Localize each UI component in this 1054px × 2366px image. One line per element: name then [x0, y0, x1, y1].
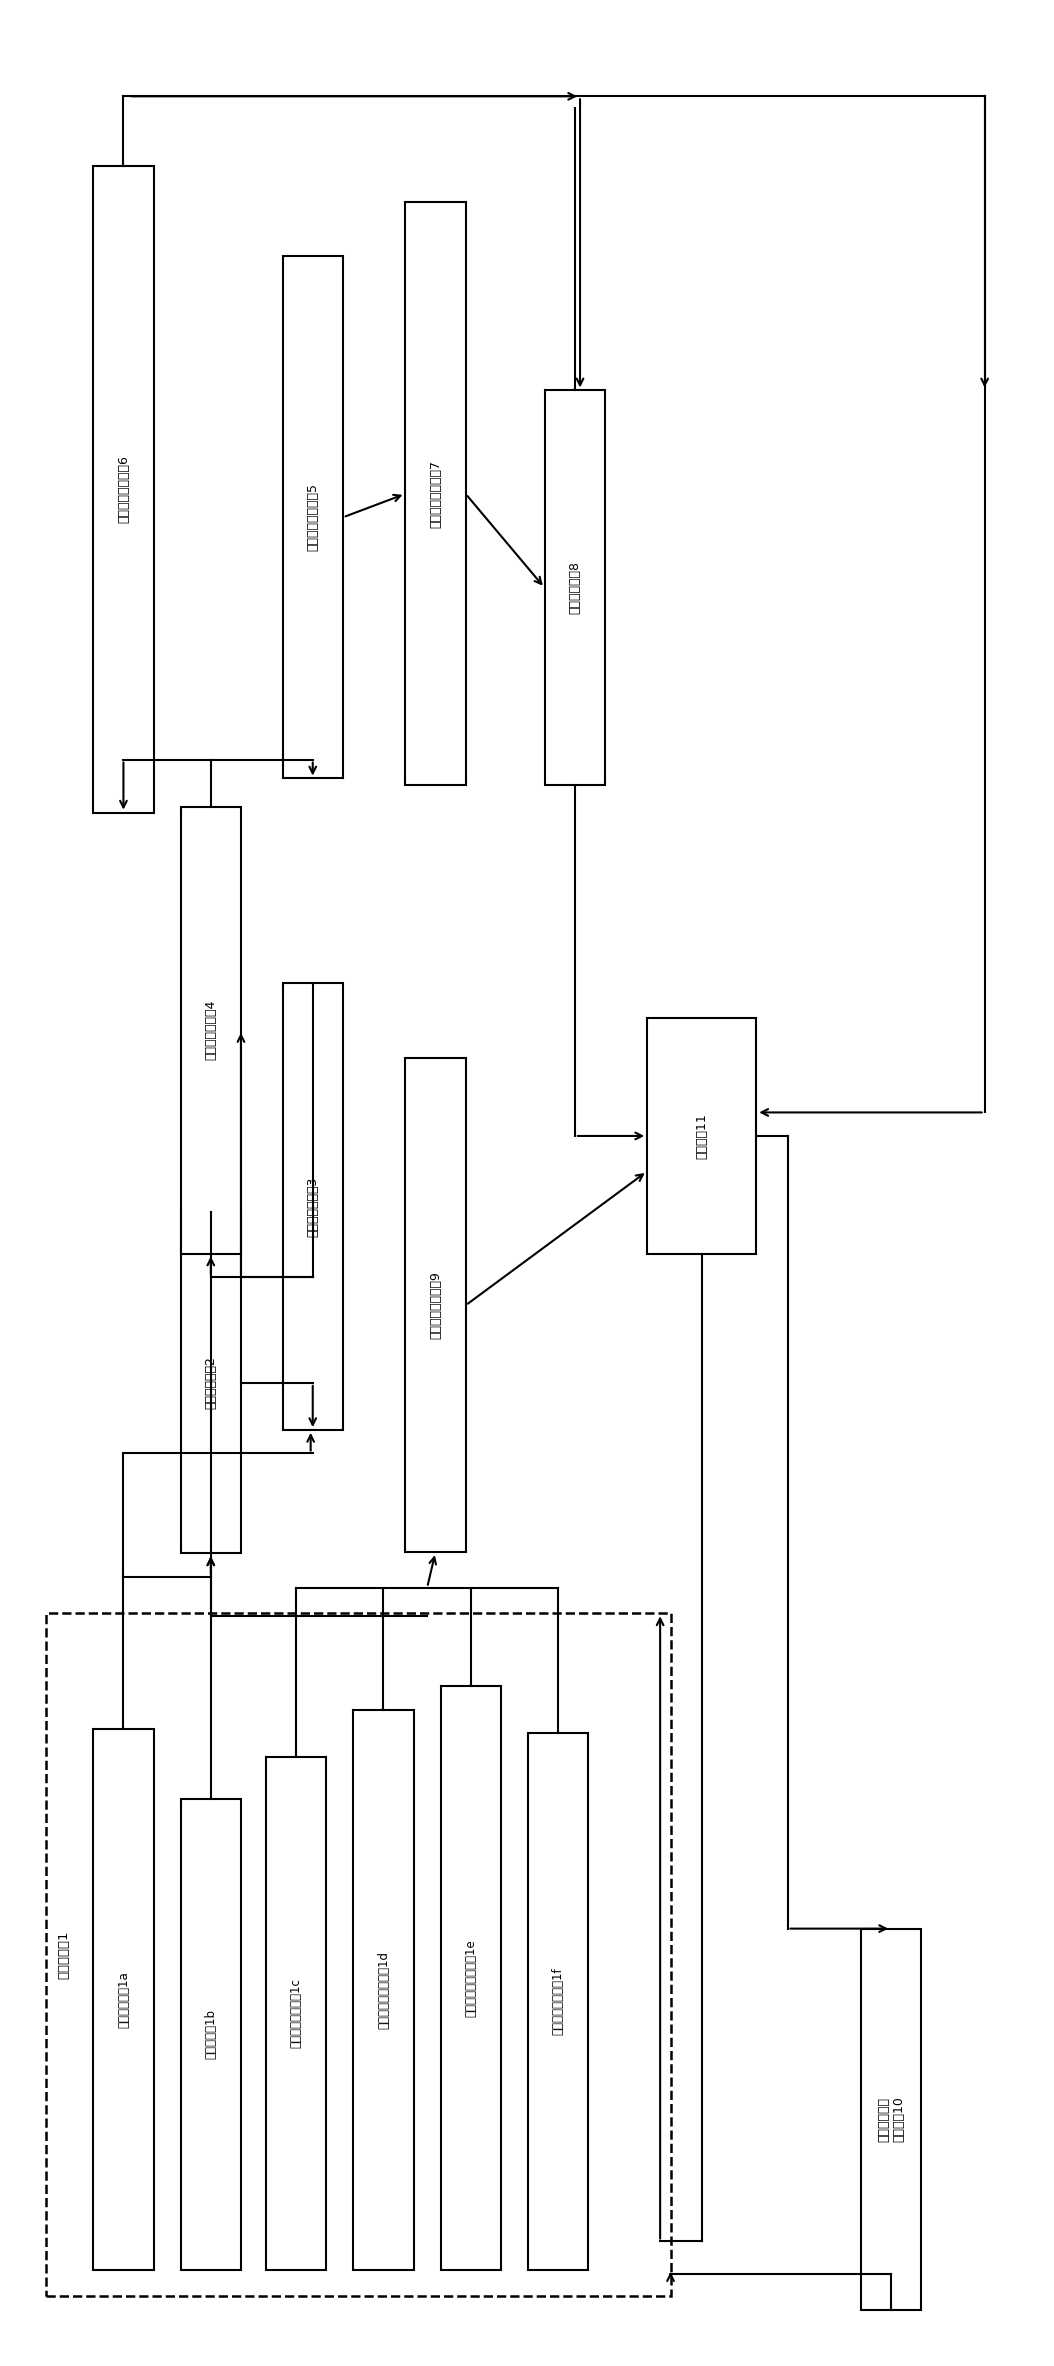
Text: 方向盘转角传感器1c: 方向盘转角传感器1c: [290, 1978, 302, 2049]
Text: 坡度更新频率
设定模块10: 坡度更新频率 设定模块10: [877, 2096, 905, 2141]
Text: 动态坡度计算模块5: 动态坡度计算模块5: [307, 483, 319, 551]
Bar: [282, 982, 343, 1429]
Bar: [545, 390, 605, 786]
Bar: [93, 1730, 154, 2269]
Bar: [647, 1017, 757, 1254]
Text: 油门踏板位置传感器1d: 油门踏板位置传感器1d: [377, 1952, 390, 2028]
Bar: [528, 1734, 588, 2269]
Text: 加速度传感器1a: 加速度传感器1a: [117, 1971, 130, 2028]
Bar: [266, 1758, 327, 2269]
Text: 坡度修正模块8: 坡度修正模块8: [568, 561, 582, 615]
Text: 换挡杆位置传感器1f: 换挡杆位置传感器1f: [551, 1969, 565, 2035]
Bar: [353, 1711, 413, 2269]
Bar: [406, 201, 466, 786]
Text: 驾驶工况判断模块9: 驾驶工况判断模块9: [429, 1271, 442, 1339]
Bar: [46, 1614, 670, 2295]
Text: 轮速传感器1b: 轮速传感器1b: [204, 2009, 217, 2058]
Bar: [441, 1687, 501, 2269]
Text: 制动主缸油压传感器1e: 制动主缸油压传感器1e: [465, 1940, 477, 2016]
Text: 车速估算模块2: 车速估算模块2: [204, 1356, 217, 1410]
Bar: [93, 166, 154, 812]
Bar: [180, 1211, 241, 1554]
Text: 加速度比较模块4: 加速度比较模块4: [204, 1001, 217, 1060]
Text: 稳态坡度计算模块6: 稳态坡度计算模块6: [117, 454, 130, 523]
Bar: [861, 1928, 921, 2309]
Text: 传感器模块1: 传感器模块1: [58, 1931, 71, 1978]
Bar: [180, 1798, 241, 2269]
Text: 控制模块11: 控制模块11: [696, 1112, 708, 1159]
Bar: [282, 256, 343, 778]
Text: 动态坡度比较模块7: 动态坡度比较模块7: [429, 459, 442, 528]
Text: 加速度估算模块3: 加速度估算模块3: [307, 1176, 319, 1237]
Bar: [406, 1058, 466, 1552]
Bar: [180, 807, 241, 1254]
